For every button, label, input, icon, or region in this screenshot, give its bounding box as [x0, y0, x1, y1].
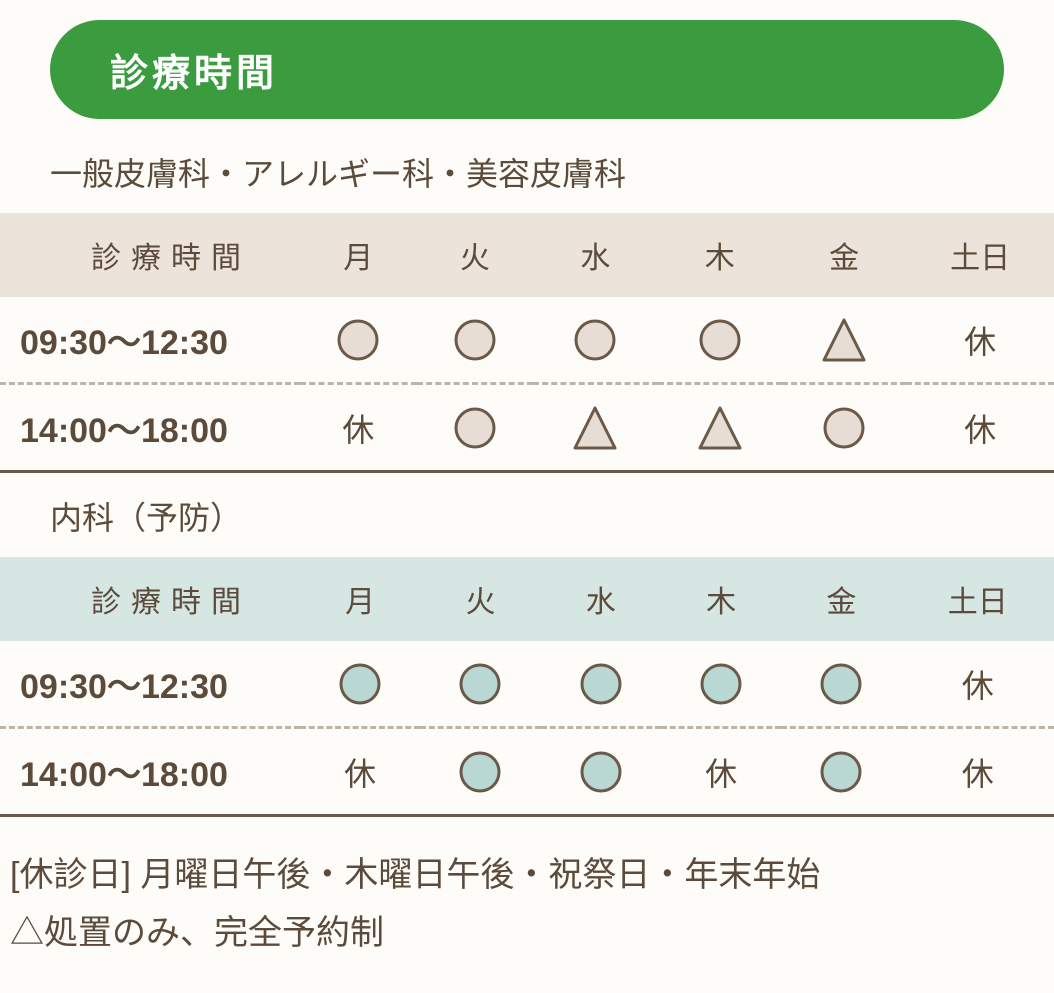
circle-icon — [579, 750, 623, 794]
circle-icon — [458, 662, 502, 706]
table-row: 14:00～18:00休休休 — [0, 728, 1054, 815]
availability-cell: 休 — [906, 297, 1054, 382]
triangle-icon — [820, 316, 868, 364]
table-row: 14:00～18:00休休 — [0, 384, 1054, 471]
day-header: 金 — [782, 213, 906, 297]
schedule-container: 診療時間 一般皮膚科・アレルギー科・美容皮膚科診療時間月火水木金土日09:30～… — [0, 20, 1054, 963]
availability-cell — [661, 641, 781, 726]
circle-icon — [699, 662, 743, 706]
day-header: 火 — [420, 557, 540, 641]
section-label: 内科（予防） — [50, 493, 1054, 539]
day-header: 土日 — [906, 213, 1054, 297]
circle-icon — [819, 750, 863, 794]
day-header: 月 — [300, 213, 417, 297]
time-header: 診療時間 — [0, 213, 300, 297]
availability-cell: 休 — [902, 728, 1054, 815]
availability-cell — [658, 297, 782, 382]
availability-cell — [781, 641, 901, 726]
availability-cell — [300, 641, 420, 726]
availability-cell: 休 — [906, 384, 1054, 471]
availability-cell: 休 — [300, 728, 420, 815]
availability-cell — [541, 728, 661, 815]
availability-cell: 休 — [902, 641, 1054, 726]
availability-cell — [420, 641, 540, 726]
footnote-line: △処置のみ、完全予約制 — [10, 905, 1044, 963]
schedule-table: 診療時間月火水木金土日09:30～12:30休14:00～18:00休休休 — [0, 557, 1054, 817]
schedule-table: 診療時間月火水木金土日09:30～12:30休14:00～18:00休休 — [0, 213, 1054, 473]
circle-icon — [458, 750, 502, 794]
circle-icon — [819, 662, 863, 706]
footnotes: [休診日] 月曜日午後・木曜日午後・祝祭日・年末年始△処置のみ、完全予約制 — [10, 847, 1044, 963]
section-label: 一般皮膚科・アレルギー科・美容皮膚科 — [50, 149, 1054, 195]
availability-cell — [417, 297, 534, 382]
time-cell: 09:30～12:30 — [0, 297, 300, 382]
title-badge: 診療時間 — [50, 20, 1004, 119]
circle-icon — [338, 662, 382, 706]
day-header: 火 — [417, 213, 534, 297]
day-header: 木 — [658, 213, 782, 297]
day-header: 金 — [781, 557, 901, 641]
availability-cell: 休 — [661, 728, 781, 815]
availability-cell — [300, 297, 417, 382]
table-row: 09:30～12:30 休 — [0, 297, 1054, 382]
day-header: 月 — [300, 557, 420, 641]
availability-cell — [417, 384, 534, 471]
time-cell: 09:30～12:30 — [0, 641, 300, 726]
availability-cell — [420, 728, 540, 815]
circle-icon — [822, 406, 866, 450]
availability-cell — [782, 297, 906, 382]
time-header: 診療時間 — [0, 557, 300, 641]
title-text: 診療時間 — [110, 53, 278, 95]
time-cell: 14:00～18:00 — [0, 384, 300, 471]
availability-cell — [541, 641, 661, 726]
availability-cell: 休 — [300, 384, 417, 471]
footnote-line: [休診日] 月曜日午後・木曜日午後・祝祭日・年末年始 — [10, 847, 1044, 905]
circle-icon — [573, 318, 617, 362]
time-cell: 14:00～18:00 — [0, 728, 300, 815]
availability-cell — [533, 384, 657, 471]
availability-cell — [533, 297, 657, 382]
circle-icon — [453, 318, 497, 362]
day-header: 土日 — [902, 557, 1054, 641]
day-header: 水 — [533, 213, 657, 297]
day-header: 水 — [541, 557, 661, 641]
circle-icon — [453, 406, 497, 450]
availability-cell — [781, 728, 901, 815]
table-row: 09:30～12:30 休 — [0, 641, 1054, 726]
availability-cell — [782, 384, 906, 471]
circle-icon — [336, 318, 380, 362]
circle-icon — [579, 662, 623, 706]
circle-icon — [698, 318, 742, 362]
availability-cell — [658, 384, 782, 471]
day-header: 木 — [661, 557, 781, 641]
triangle-icon — [696, 404, 744, 452]
triangle-icon — [571, 404, 619, 452]
